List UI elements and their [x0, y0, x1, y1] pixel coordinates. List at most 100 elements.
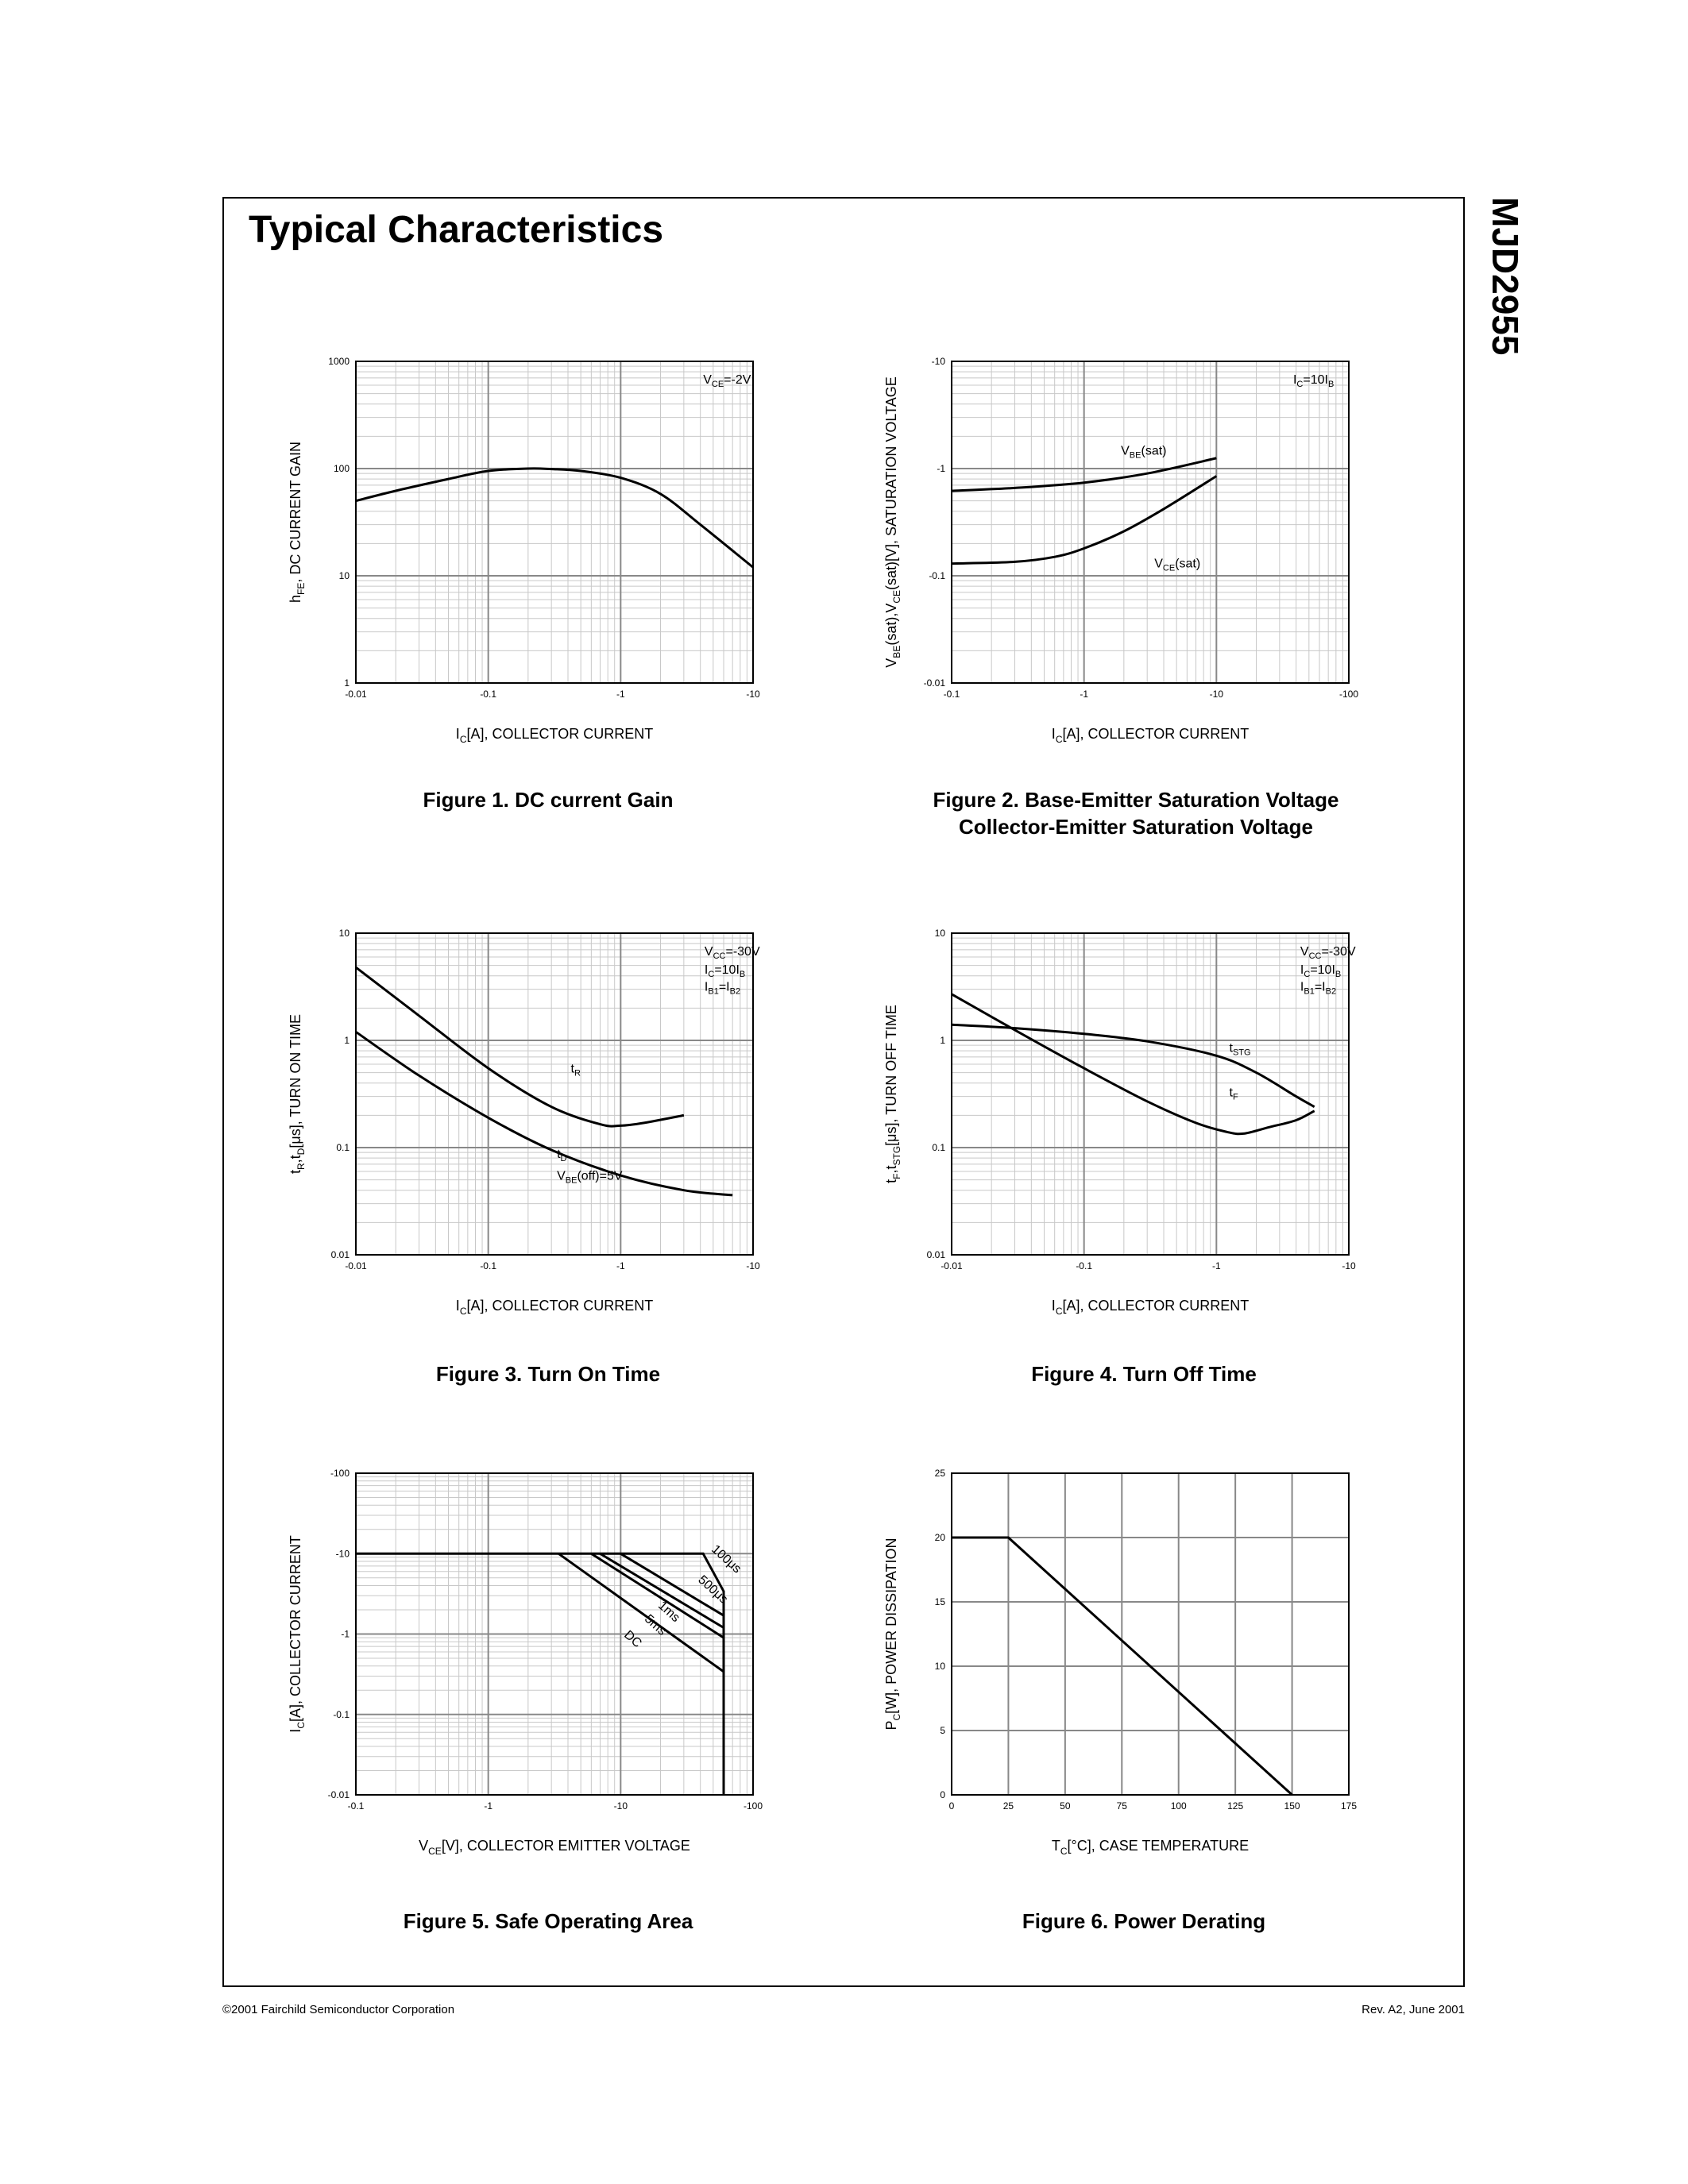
x-tick-label: -0.1	[480, 689, 496, 700]
x-tick-label: -0.01	[345, 689, 367, 700]
series-line-2	[599, 1553, 724, 1629]
x-tick-label: -10	[614, 1800, 628, 1812]
series-line-1	[620, 1553, 724, 1617]
fig2-svg: -0.1-1-10-100-0.01-0.1-1-10IC​=10IB​VBE​…	[883, 356, 1358, 745]
plot-frame	[951, 1472, 1350, 1796]
series-line-1	[951, 475, 1218, 565]
part-number-label: MJD2955	[1477, 197, 1533, 388]
y-tick-label: -0.01	[924, 677, 946, 689]
y-tick-label: 10	[339, 570, 350, 581]
x-axis-label: IC​[A], COLLECTOR CURRENT	[456, 726, 653, 745]
figure-6-caption: Figure 6. Power Derating	[1022, 1909, 1266, 1933]
figure-6-chart: 0 25 50 75 100 125 150 175 0 5 10 15 20 25 TC​[°C], CA…	[874, 1461, 1390, 1874]
x-tick-label: -100	[744, 1800, 763, 1812]
annotation: IB1​=IB2​	[1300, 981, 1336, 997]
x-tick-label: -10	[1210, 689, 1224, 700]
y-tick-label: -10	[932, 356, 946, 367]
figure-2-chart: -0.1-1-10-100-0.01-0.1-1-10IC​=10IB​VBE​…	[874, 349, 1390, 762]
y-tick-label: 0	[940, 1789, 945, 1800]
series-line-4	[558, 1553, 724, 1673]
y-axis-label: tR​,tD​[μs], TURN ON TIME	[288, 1014, 307, 1174]
series-line-0	[951, 457, 1217, 492]
x-tick-label: 125	[1227, 1800, 1243, 1812]
figure-1-caption: Figure 1. DC current Gain	[423, 788, 674, 812]
page-title: Typical Characteristics	[249, 209, 664, 251]
x-tick-label: 75	[1117, 1800, 1128, 1812]
page-frame	[222, 197, 1465, 1987]
plot-frame	[355, 1472, 754, 1796]
y-tick-label: 10	[935, 1661, 946, 1672]
annotation: VCE​(sat)	[1154, 557, 1200, 573]
x-tick-label: -0.1	[944, 689, 960, 700]
grid	[355, 1472, 754, 1796]
series-line-0	[355, 467, 754, 569]
x-tick-label: 175	[1341, 1800, 1357, 1812]
fig6-svg: 0 25 50 75 100 125 150 175 0 5 10 15 20 25 TC​[°C], CA…	[883, 1468, 1357, 1857]
y-tick-label: 0.1	[932, 1142, 945, 1153]
series-line-1	[951, 993, 1315, 1136]
x-tick-label: -10	[746, 1260, 760, 1271]
x-tick-label: 50	[1060, 1800, 1071, 1812]
annotation: IC​=10IB​	[705, 963, 745, 979]
y-tick-label: 5	[940, 1725, 945, 1736]
plot-frame	[355, 361, 754, 684]
x-axis-label: IC​[A], COLLECTOR CURRENT	[456, 1298, 653, 1317]
y-tick-label: -100	[330, 1468, 350, 1479]
series-line-3	[590, 1553, 724, 1639]
series-line-0	[952, 1536, 1293, 1796]
x-tick-label: -10	[1342, 1260, 1356, 1271]
plot-frame	[355, 932, 754, 1256]
grid	[951, 361, 1350, 684]
figure-3-chart: -0.01 -0.1 -1 -10 0.01 0.1 1 10 VCC​=-30V IC​=10I…	[278, 921, 794, 1334]
annotation: IC​=10IB​	[1300, 963, 1341, 979]
figure-4-chart: -0.01 -0.1 -1 -10 0.01 0.1 1 10 VCC​=-30V IC​=10I…	[874, 921, 1390, 1334]
fig3-svg: -0.01 -0.1 -1 -10 0.01 0.1 1 10 VCC​=-30V IC​=10I…	[288, 928, 760, 1317]
x-tick-label: -100	[1339, 689, 1358, 700]
footer-revision: Rev. A2, June 2001	[1362, 2003, 1465, 2016]
fig5-svg: -0.1 -1 -10 -100-0.01-0.1-1-10-100100μs500μ…	[288, 1468, 763, 1857]
x-axis-label: TC​[°C], CASE TEMPERATURE	[1052, 1838, 1249, 1857]
grid	[355, 361, 754, 684]
y-tick-label: 10	[935, 928, 946, 939]
y-tick-label: -1	[937, 463, 945, 474]
annotation: tSTG​	[1229, 1042, 1250, 1058]
fig1-svg: -0.01 -0.1 -1 -10 1 10 100 1000 VCE​=-2V IC​[A], …	[288, 356, 760, 745]
figure-5-caption: Figure 5. Safe Operating Area	[403, 1909, 693, 1933]
x-tick-label: 150	[1284, 1800, 1300, 1812]
y-tick-label: 0.01	[927, 1249, 946, 1260]
y-tick-label: 25	[935, 1468, 946, 1479]
y-axis-label: IC​[A], COLLECTOR CURRENT	[288, 1535, 307, 1732]
x-tick-label: -0.1	[1076, 1260, 1092, 1271]
x-tick-label: 0	[949, 1800, 955, 1812]
y-tick-label: 1	[344, 1035, 350, 1046]
x-tick-label: -1	[616, 1260, 625, 1271]
y-tick-label: 0.01	[331, 1249, 350, 1260]
footer-copyright: ©2001 Fairchild Semiconductor Corporatio…	[222, 2003, 455, 2016]
annotation: VCE​=-2V	[703, 373, 751, 389]
x-tick-label: -0.1	[348, 1800, 365, 1812]
part-number-text: MJD2955	[1485, 197, 1526, 356]
y-tick-label: 0.1	[336, 1142, 350, 1153]
y-axis-label: VBE​(sat),VCE​(sat)[V], SATURATION VOLTA…	[883, 376, 902, 667]
series-line-0	[355, 966, 685, 1128]
figure-3-caption: Figure 3. Turn On Time	[435, 1362, 661, 1386]
y-tick-label: 1	[344, 677, 350, 689]
x-axis-label: VCE​[V], COLLECTOR EMITTER VOLTAGE	[419, 1838, 690, 1857]
y-tick-label: -10	[336, 1548, 350, 1559]
annotation: tD​	[557, 1148, 566, 1163]
annotation: VCC​=-30V	[1300, 945, 1356, 961]
figure-4-caption: Figure 4. Turn Off Time	[1031, 1362, 1257, 1386]
plot-frame	[951, 932, 1350, 1256]
annotation: DC	[621, 1628, 644, 1650]
grid	[951, 932, 1350, 1256]
plot-frame	[951, 361, 1350, 684]
y-tick-label: 1000	[328, 356, 350, 367]
y-tick-label: -0.1	[333, 1709, 350, 1720]
x-tick-label: 25	[1003, 1800, 1014, 1812]
annotation: VBE​(sat)	[1121, 444, 1166, 460]
annotation: tF​	[1229, 1086, 1238, 1102]
annotation: IC​=10IB​	[1293, 373, 1334, 389]
y-tick-label: -1	[341, 1629, 350, 1640]
x-tick-label: -1	[1212, 1260, 1221, 1271]
y-tick-label: 15	[935, 1596, 946, 1607]
